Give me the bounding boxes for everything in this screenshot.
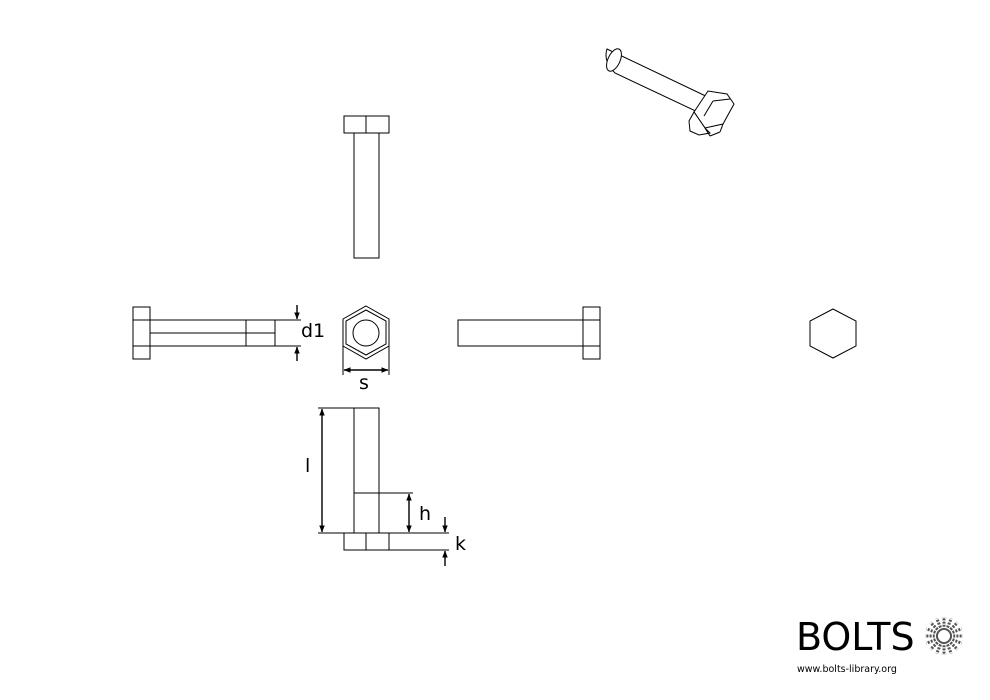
- dimension-s: s: [343, 367, 389, 394]
- bolt-end-view: [342, 305, 390, 375]
- dimension-k: k: [442, 517, 466, 566]
- bolts-logo-ray: [944, 617, 953, 632]
- iso-head-edge: [703, 100, 714, 117]
- bolt-right-view: [457, 306, 601, 360]
- bolt-rear-view-hexagon: [809, 308, 857, 359]
- bolts-logo-icon: [925, 617, 963, 655]
- iso-head-edge: [712, 98, 731, 102]
- bolt-isometric-view: [605, 48, 735, 137]
- bolts-logo-ray: [935, 617, 944, 632]
- dimension-l: l: [305, 408, 325, 533]
- dimension-d1: d1: [294, 305, 325, 361]
- s-label: s: [359, 372, 369, 394]
- iso-head-front: [688, 111, 712, 136]
- bolts-url: www.bolts-library.org: [797, 664, 897, 675]
- bolt-left-view: [132, 306, 301, 360]
- bolts-logo-ray: [944, 640, 953, 655]
- bolts-logo-ray: [935, 640, 944, 655]
- iso-head-edge: [709, 131, 721, 137]
- end-view-shank-circle: [352, 319, 380, 347]
- bolts-logo-text: BOLTS: [796, 615, 915, 659]
- bolts-logo-ray: [929, 639, 941, 651]
- bolts-logo-ray: [947, 639, 959, 651]
- iso-head-edge: [704, 127, 711, 137]
- d1-label: d1: [301, 320, 325, 342]
- bolts-logo-ray: [925, 627, 940, 636]
- h-label: h: [419, 503, 431, 525]
- bolts-logo-ray: [948, 627, 963, 636]
- bottom-view-shank: [353, 407, 380, 534]
- top-view-shank: [353, 132, 380, 259]
- k-label: k: [455, 533, 466, 555]
- dimension-h: h: [406, 493, 431, 533]
- right-view-shank: [457, 319, 584, 347]
- bolt-bottom-view: [318, 407, 449, 551]
- bolts-logo-ray: [948, 636, 963, 645]
- left-view-head: [132, 306, 151, 360]
- bolts-branding: BOLTS www.bolts-library.org: [796, 615, 963, 675]
- bolts-logo-ray: [947, 621, 959, 633]
- iso-head-edge: [719, 123, 724, 133]
- iso-shank-end: [606, 48, 622, 72]
- l-label: l: [305, 455, 310, 477]
- right-view-head: [582, 306, 601, 360]
- end-view-hex-outer: [342, 305, 390, 360]
- iso-shank: [605, 48, 713, 116]
- bolt-top-view: [343, 115, 390, 259]
- bolts-logo-ray: [925, 636, 940, 645]
- end-view-hex-chamfer: [345, 309, 387, 356]
- bolts-logo-ray: [929, 621, 941, 633]
